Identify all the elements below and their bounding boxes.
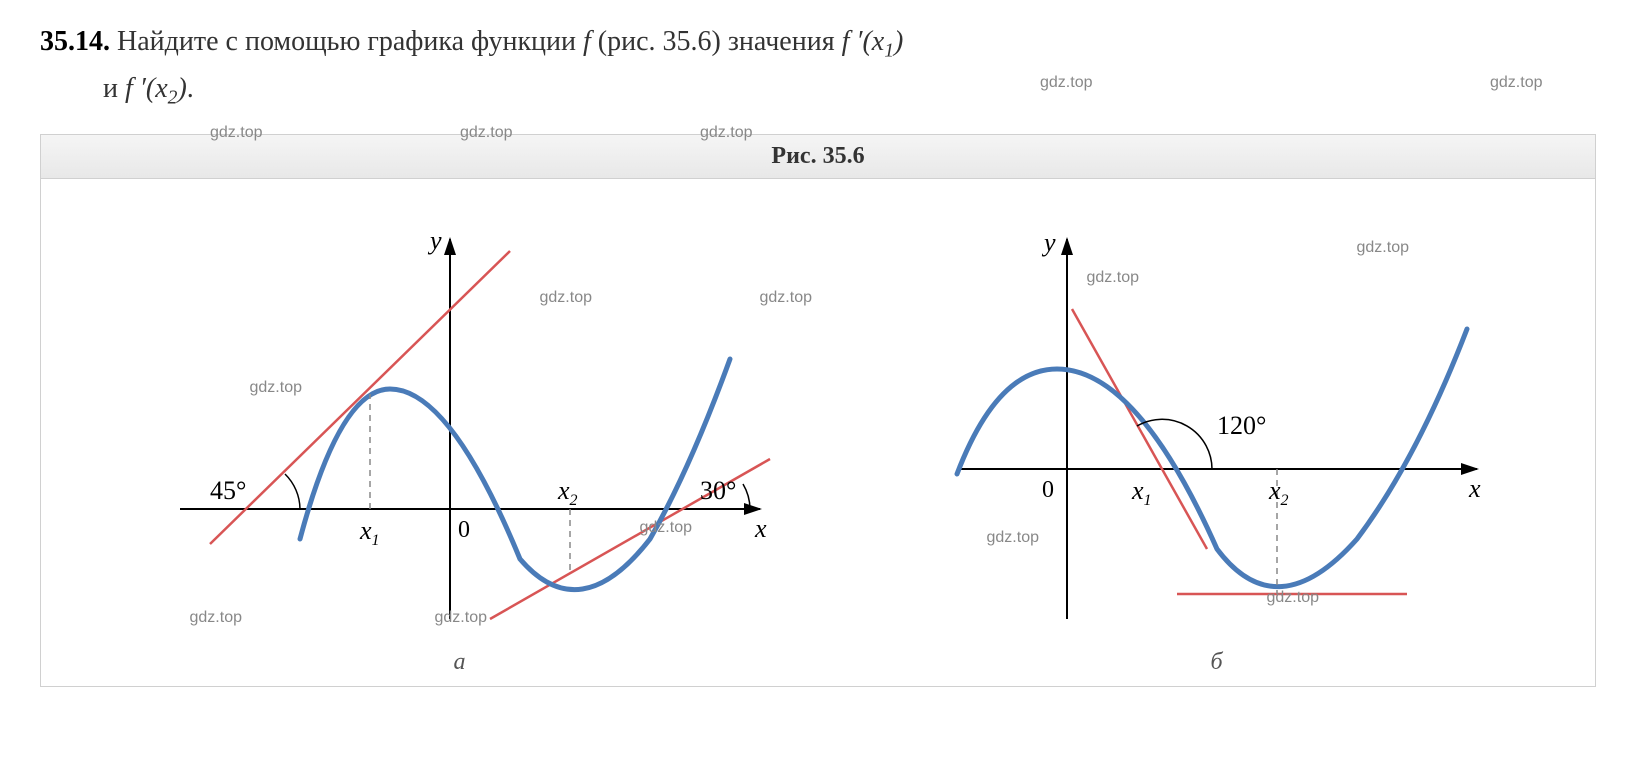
chart-a: y x 0 45° 30° x1 x2 xyxy=(140,209,780,639)
figure-body: gdz.top gdz.top gdz.top gdz.top gdz.top … xyxy=(41,179,1595,686)
chart-b-label: б xyxy=(937,649,1497,676)
problem-statement: 35.14. Найдите с помощью графика функции… xyxy=(40,20,1596,114)
chart-b-wrapper: gdz.top gdz.top gdz.top gdz.top yx0120°x… xyxy=(937,209,1497,676)
svg-text:x: x xyxy=(754,514,767,543)
problem-text-2: (рис. 35.6) значения xyxy=(598,26,842,57)
svg-text:30°: 30° xyxy=(700,476,736,505)
chart-a-label: а xyxy=(140,649,780,676)
f-symbol: f xyxy=(583,26,591,57)
problem-text-4: . xyxy=(187,73,194,104)
svg-text:x2: x2 xyxy=(1268,476,1289,509)
fprime-x1: f ′(x1) xyxy=(842,26,904,57)
problem-text-1: Найдите с помощью графика функции xyxy=(117,26,583,57)
figure-title: Рис. 35.6 xyxy=(41,135,1595,179)
svg-text:45°: 45° xyxy=(210,476,246,505)
svg-text:x1: x1 xyxy=(1131,476,1152,509)
svg-text:x1: x1 xyxy=(359,516,380,549)
svg-text:y: y xyxy=(427,226,442,255)
svg-text:y: y xyxy=(1041,228,1056,257)
svg-text:x2: x2 xyxy=(557,476,578,509)
svg-text:0: 0 xyxy=(458,517,470,543)
figure-box: Рис. 35.6 gdz.top gdz.top gdz.top gdz.to… xyxy=(40,134,1596,687)
svg-text:x: x xyxy=(1468,474,1481,503)
problem-number: 35.14. xyxy=(40,26,110,57)
svg-text:0: 0 xyxy=(1042,477,1054,503)
svg-text:120°: 120° xyxy=(1217,411,1266,440)
chart-a-wrapper: gdz.top gdz.top gdz.top gdz.top gdz.top … xyxy=(140,209,780,676)
problem-text-3: и xyxy=(103,73,125,104)
chart-b: y x 0 120° x1 x2 xyxy=(937,209,1497,639)
fprime-x2: f ′(x2) xyxy=(125,73,187,104)
